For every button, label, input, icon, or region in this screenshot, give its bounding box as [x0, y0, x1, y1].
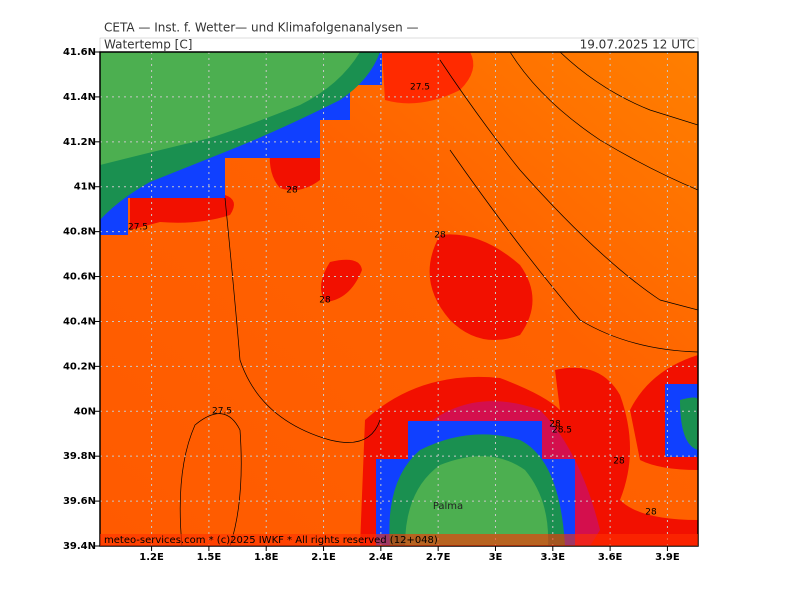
contour-label: 28	[613, 457, 625, 467]
y-tick-label: 41.2N	[63, 137, 96, 148]
contour-label: 28	[645, 508, 657, 518]
warm-patch	[269, 150, 320, 191]
field	[100, 52, 698, 546]
contour-label: 28.5	[552, 426, 572, 436]
x-tick-label: 1.2E	[139, 552, 164, 563]
x-tick-label: 2.4E	[369, 552, 394, 563]
y-tick-label: 40N	[74, 406, 96, 417]
x-tick-label: 1.8E	[254, 552, 279, 563]
isoline	[449, 149, 698, 353]
contour-label: 28	[434, 231, 446, 241]
land-band	[680, 397, 698, 450]
contour-label: 28	[286, 186, 298, 196]
y-tick-label: 40.8N	[63, 227, 96, 238]
isoline	[509, 52, 698, 191]
grid	[95, 51, 698, 551]
y-tick-label: 41.4N	[63, 92, 96, 103]
x-tick-label: 1.5E	[197, 552, 222, 563]
land	[100, 52, 360, 165]
institute: CETA — Inst. f. Wetter— und Klimafolgena…	[104, 21, 419, 35]
y-tick-label: 39.6N	[63, 496, 96, 507]
land	[405, 456, 549, 546]
isoline	[559, 52, 698, 126]
contour-label: 27.5	[128, 223, 148, 233]
place-label: Palma	[433, 501, 463, 512]
contour-label: 27.5	[212, 407, 232, 417]
warm-patch	[130, 195, 234, 230]
isoline	[179, 413, 242, 546]
contour-label: 28	[319, 296, 331, 306]
y-tick-label: 40.2N	[63, 361, 96, 372]
x-tick-label: 2.1E	[311, 552, 336, 563]
isoline	[439, 59, 698, 311]
y-tick-label: 41.6N	[63, 47, 96, 58]
contour-label: 28	[549, 420, 561, 430]
y-tick-label: 39.4N	[63, 541, 96, 552]
valid-time: 19.07.2025 12 UTC	[580, 38, 695, 52]
x-tick-label: 3.3E	[541, 552, 566, 563]
footer-bar	[100, 534, 698, 546]
y-tick-label: 41N	[74, 182, 96, 193]
warm-patch	[429, 234, 533, 340]
y-tick-label: 40.6N	[63, 272, 96, 283]
x-tick-label: 3.9E	[655, 552, 680, 563]
isoline	[224, 197, 381, 443]
footer: meteo-services.com * (c)2025 IWKF * All …	[104, 535, 438, 546]
x-tick-label: 2.7E	[426, 552, 451, 563]
warm-patch	[321, 259, 362, 302]
contour-label: 27.5	[410, 83, 430, 93]
x-tick-label: 3E	[489, 552, 503, 563]
labels: 1.2E 1.5E 1.8E 2.1E 2.4E 2.7E 3E 3.3E 3.6E 3.9E 39…	[63, 47, 680, 563]
y-tick-label: 39.8N	[63, 451, 96, 462]
x-tick-label: 3.6E	[598, 552, 623, 563]
variable: Watertemp [C]	[104, 38, 192, 52]
warm-patch	[382, 52, 474, 104]
y-tick-label: 40.4N	[63, 316, 96, 327]
